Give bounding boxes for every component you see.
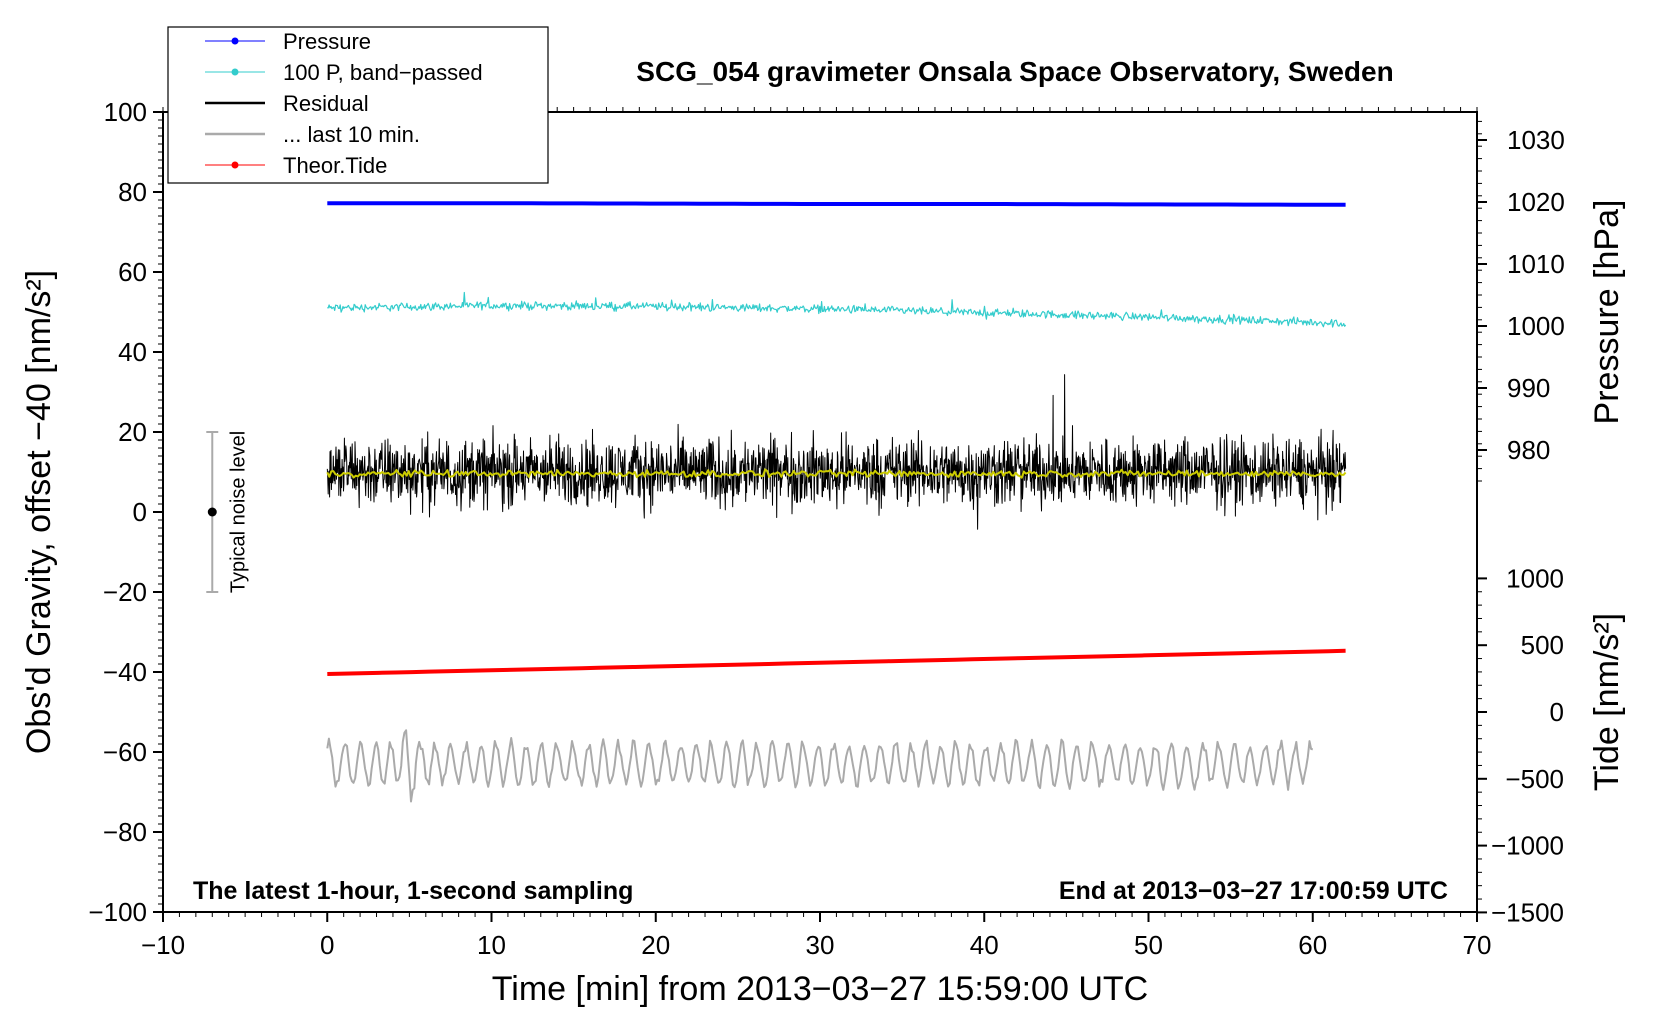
series-band-passed: [327, 291, 1347, 328]
legend-marker: [231, 161, 239, 169]
pressure-tick-label: 990: [1507, 373, 1550, 403]
series-theor-tide: [327, 648, 1346, 676]
legend-label: Pressure: [283, 29, 371, 54]
series-residual: [326, 374, 1347, 530]
x-axis-title: Time [min] from 2013−03−27 15:59:00 UTC: [492, 970, 1148, 1008]
tide-tick-label: −500: [1505, 764, 1564, 794]
noise-bar-label: Typical noise level: [227, 431, 249, 593]
y-tick-label: −80: [103, 817, 147, 847]
tide-tick-label: 0: [1550, 697, 1564, 727]
y-tick-label: −20: [103, 577, 147, 607]
y-tick-label: 40: [118, 337, 147, 367]
y-tick-label: 100: [104, 97, 147, 127]
legend-marker: [231, 37, 239, 45]
pressure-tick-label: 1010: [1507, 249, 1565, 279]
noise-bar-dot: [207, 507, 217, 517]
x-tick-label: 10: [477, 930, 506, 960]
noise-bar: Typical noise level: [206, 431, 249, 593]
pressure-tick-label: 980: [1507, 435, 1550, 465]
x-tick-label: 30: [806, 930, 835, 960]
tide-tick-label: −1000: [1491, 831, 1564, 861]
series-last-10-min: [326, 729, 1314, 803]
x-tick-label: 50: [1134, 930, 1163, 960]
legend-box: [167, 26, 549, 184]
y-tick-label: −60: [103, 737, 147, 767]
pressure-tick-label: 1000: [1507, 311, 1565, 341]
legend-label: 100 P, band−passed: [283, 60, 483, 85]
legend-label: Theor.Tide: [283, 153, 387, 178]
plot-frame: [162, 111, 1478, 913]
axis-ticks: −10 0 10 20 30 40 50 60 70−100−80−60−40−20020406…: [88, 97, 1564, 960]
y-tick-label: −100: [88, 897, 147, 927]
y-tick-label: 80: [118, 177, 147, 207]
legend-marker: [231, 68, 239, 76]
legend-label: ... last 10 min.: [283, 122, 420, 147]
x-tick-label: 60: [1298, 930, 1327, 960]
x-tick-label: 70: [1463, 930, 1492, 960]
y-axis-title-pressure: Pressure [hPa]: [1588, 200, 1626, 425]
series-layer: [326, 201, 1347, 803]
annotation-end-time: End at 2013−03−27 17:00:59 UTC: [1059, 877, 1448, 905]
tide-tick-label: −1500: [1491, 897, 1564, 927]
y-axis-title-tide: Tide [nm/s²]: [1588, 613, 1626, 791]
tide-tick-label: 1000: [1506, 563, 1564, 593]
y-tick-label: 20: [118, 417, 147, 447]
x-tick-label: −10: [141, 930, 185, 960]
annotation-sampling: The latest 1-hour, 1-second sampling: [193, 877, 633, 905]
pressure-tick-label: 1020: [1507, 187, 1565, 217]
legend: Pressure 100 P, band−passed Residual ... la…: [167, 26, 549, 184]
y-tick-label: 0: [133, 497, 147, 527]
x-tick-label: 20: [641, 930, 670, 960]
y-tick-label: −40: [103, 657, 147, 687]
y-tick-label: 60: [118, 257, 147, 287]
series-residual-smoothed: [326, 468, 1347, 479]
y-axis-title-left: Obs'd Gravity, offset −40 [nm/s²]: [20, 270, 58, 754]
chart-title: SCG_054 gravimeter Onsala Space Observat…: [636, 56, 1393, 87]
pressure-tick-label: 1030: [1507, 125, 1565, 155]
x-tick-label: 0: [320, 930, 334, 960]
tide-tick-label: 500: [1521, 630, 1564, 660]
legend-label: Residual: [283, 91, 369, 116]
series-pressure: [327, 201, 1346, 207]
x-tick-label: 40: [970, 930, 999, 960]
